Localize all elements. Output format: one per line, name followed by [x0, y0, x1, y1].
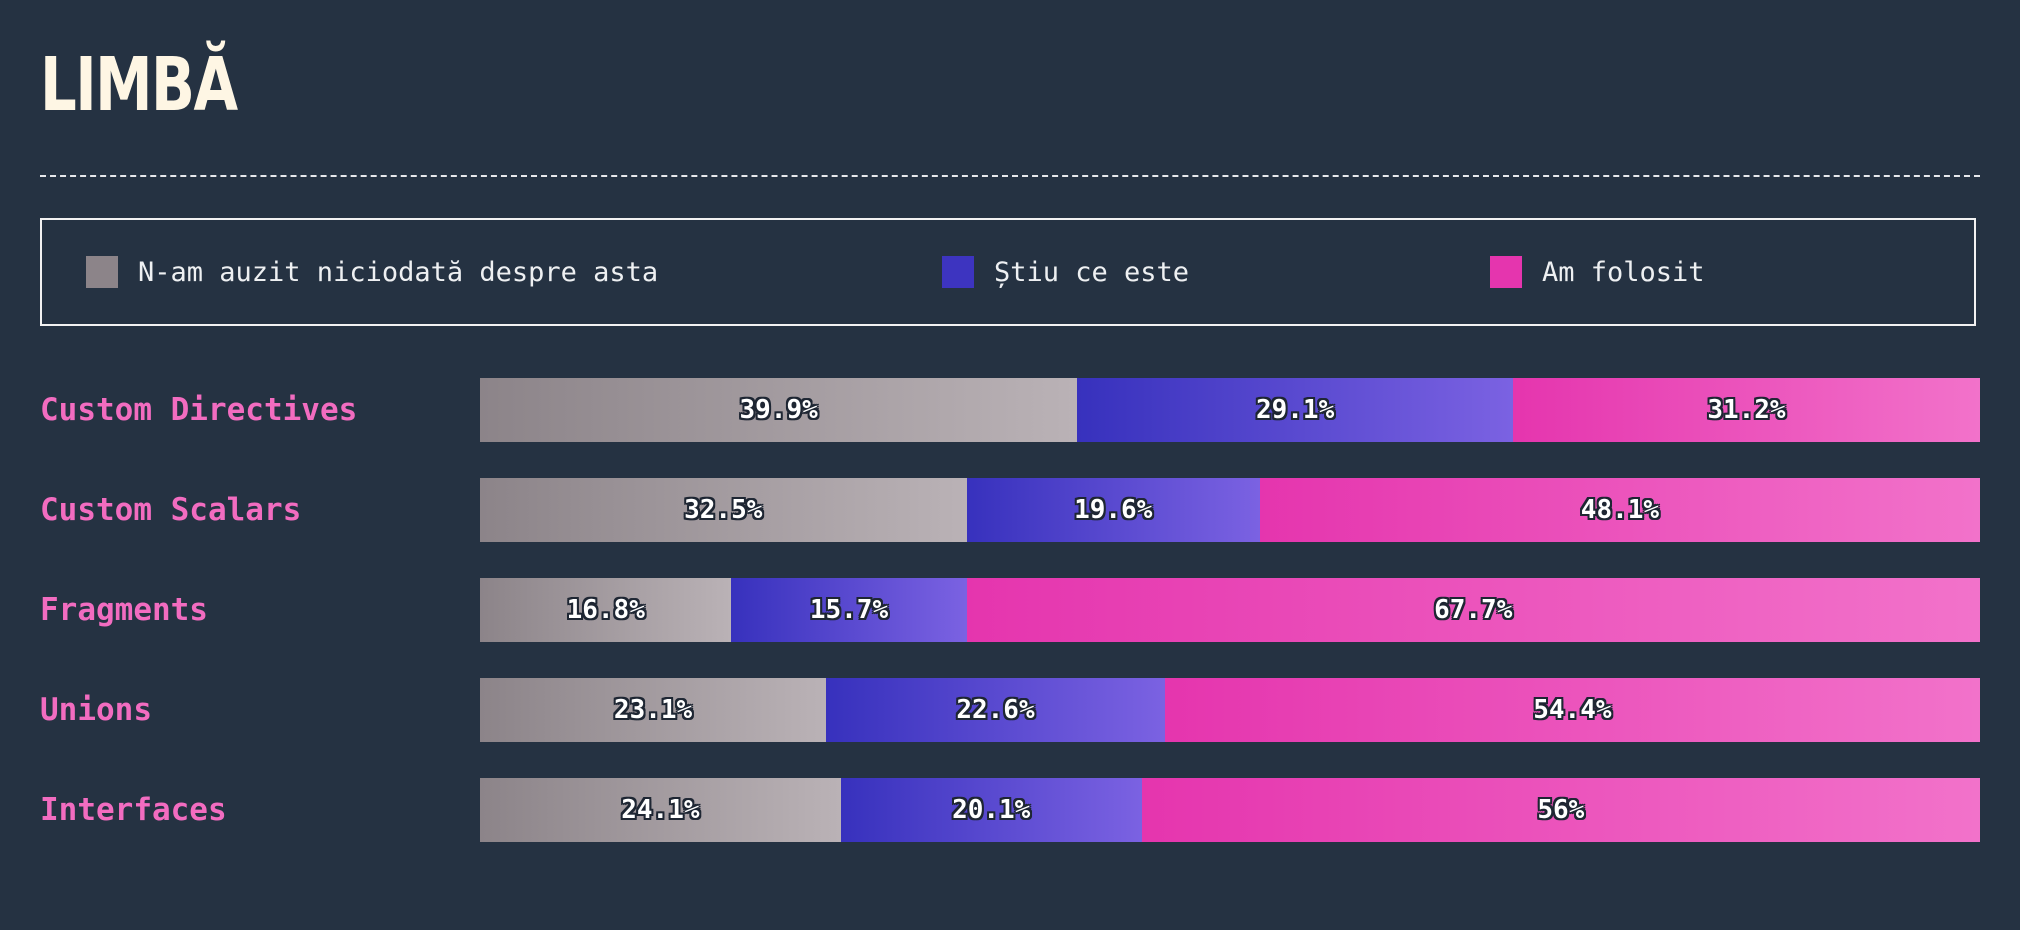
category-label: Fragments — [40, 592, 208, 628]
bar-segment-used[interactable]: 54.4% — [1164, 678, 1980, 742]
bar-segment-never[interactable]: 24.1% — [480, 778, 841, 842]
bar-segment-never[interactable]: 32.5% — [480, 478, 967, 542]
data-label: 22.6% — [956, 695, 1035, 725]
stacked-bar: 32.5% 19.6% 48.1% — [480, 478, 1980, 542]
legend-item-never[interactable]: N-am auzit niciodată despre asta — [86, 220, 658, 324]
bar-segment-never[interactable]: 39.9% — [480, 378, 1078, 442]
title-divider — [40, 175, 1980, 177]
legend-label-never: N-am auzit niciodată despre asta — [138, 256, 659, 288]
bar-segment-know[interactable]: 19.6% — [966, 478, 1260, 542]
bar-segment-know[interactable]: 22.6% — [826, 678, 1165, 742]
data-label: 48.1% — [1580, 495, 1660, 525]
bar-row-unions: Unions 23.1% 22.6% 54.4% — [0, 678, 2020, 742]
stacked-bar: 23.1% 22.6% 54.4% — [480, 678, 1980, 742]
data-label: 15.7% — [809, 595, 889, 625]
data-label: 54.4% — [1533, 695, 1612, 725]
stacked-bar: 39.9% 29.1% 31.2% — [480, 378, 1980, 442]
bar-segment-know[interactable]: 15.7% — [731, 578, 967, 642]
bar-row-custom-directives: Custom Directives 39.9% 29.1% 31.2% — [0, 378, 2020, 442]
data-label: 19.6% — [1074, 495, 1153, 525]
legend-swatch-used — [1490, 256, 1522, 288]
page-title: LIMBĂ — [40, 42, 238, 128]
bar-segment-know[interactable]: 29.1% — [1077, 378, 1513, 442]
data-label: 16.8% — [566, 595, 645, 625]
data-label: 31.2% — [1707, 395, 1786, 425]
bar-row-custom-scalars: Custom Scalars 32.5% 19.6% 48.1% — [0, 478, 2020, 542]
legend-label-know: Știu ce este — [994, 256, 1190, 288]
data-label: 29.1% — [1255, 395, 1335, 425]
bar-segment-know[interactable]: 20.1% — [840, 778, 1142, 842]
chart-legend: N-am auzit niciodată despre asta Știu ce… — [40, 218, 1976, 326]
bar-segment-used[interactable]: 48.1% — [1259, 478, 1980, 542]
bar-row-interfaces: Interfaces 24.1% 20.1% 56% — [0, 778, 2020, 842]
data-label: 23.1% — [613, 695, 693, 725]
data-label: 24.1% — [621, 795, 700, 825]
stacked-bar: 24.1% 20.1% 56% — [480, 778, 1980, 842]
category-label: Custom Directives — [40, 392, 358, 428]
legend-item-know[interactable]: Știu ce este — [942, 220, 1189, 324]
data-label: 32.5% — [684, 495, 763, 525]
bar-segment-used[interactable]: 56% — [1141, 778, 1980, 842]
data-label: 20.1% — [952, 795, 1031, 825]
stacked-bar: 16.8% 15.7% 67.7% — [480, 578, 1980, 642]
bar-segment-never[interactable]: 16.8% — [480, 578, 732, 642]
legend-label-used: Am folosit — [1542, 256, 1705, 288]
legend-item-used[interactable]: Am folosit — [1490, 220, 1705, 324]
data-label: 56% — [1537, 795, 1585, 825]
data-label: 67.7% — [1434, 595, 1513, 625]
category-label: Custom Scalars — [40, 492, 302, 528]
bar-segment-used[interactable]: 31.2% — [1512, 378, 1980, 442]
legend-swatch-know — [942, 256, 974, 288]
data-label: 39.9% — [739, 395, 818, 425]
bar-row-fragments: Fragments 16.8% 15.7% 67.7% — [0, 578, 2020, 642]
bar-segment-used[interactable]: 67.7% — [966, 578, 1980, 642]
bar-segment-never[interactable]: 23.1% — [480, 678, 827, 742]
legend-swatch-never — [86, 256, 118, 288]
category-label: Unions — [40, 692, 152, 728]
category-label: Interfaces — [40, 792, 227, 828]
